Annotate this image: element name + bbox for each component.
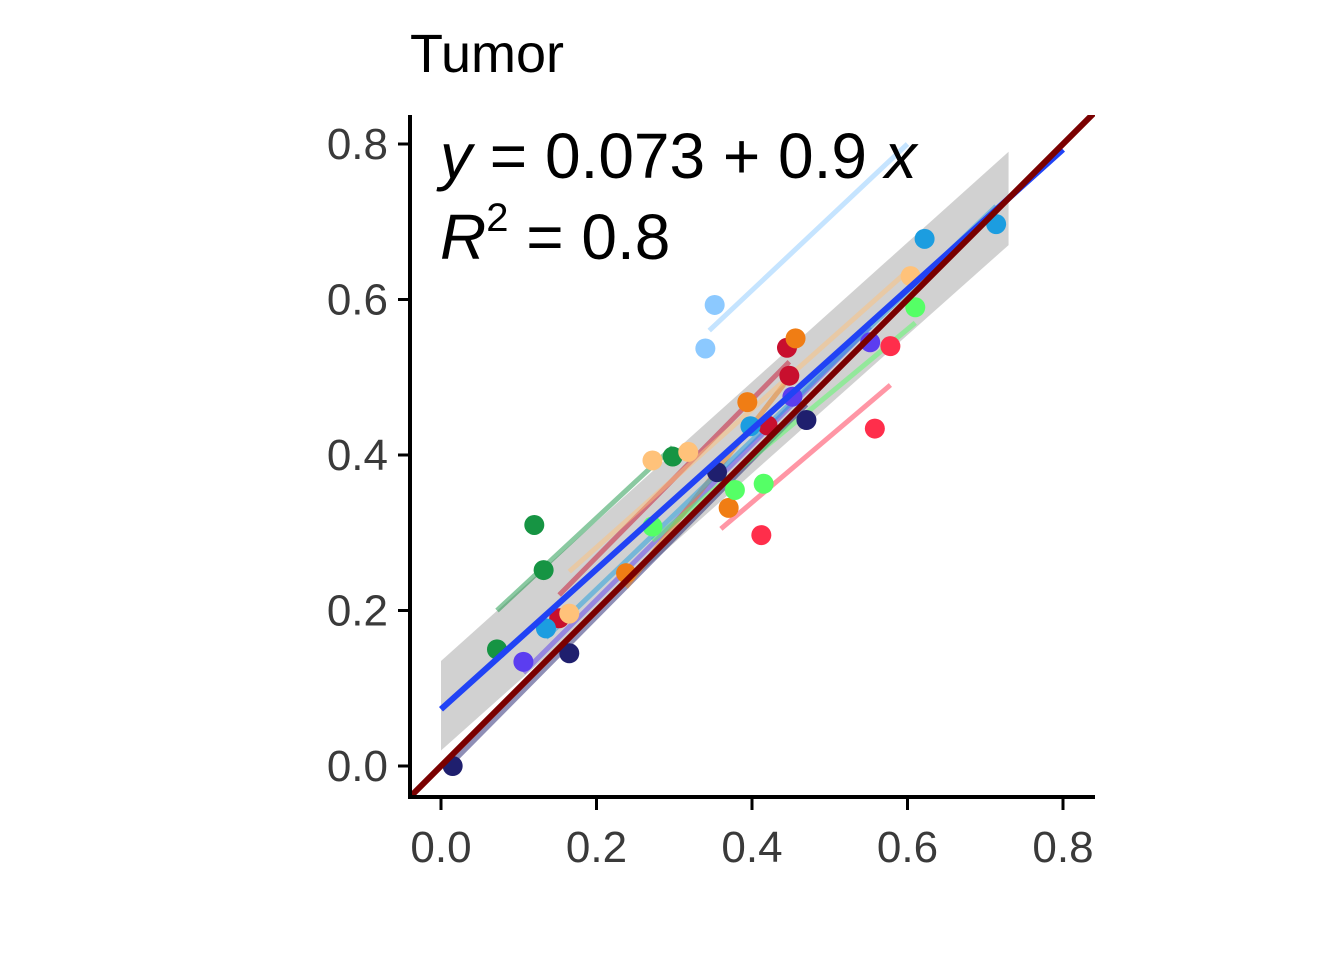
data-point (533, 560, 554, 581)
y-tick-label: 0.2 (327, 587, 388, 636)
eq-x-symbol: x (882, 120, 919, 192)
data-point (559, 603, 580, 624)
data-points-layer (442, 214, 1007, 776)
eq-y-symbol: y (436, 120, 476, 192)
x-tick-label: 0.2 (566, 823, 627, 872)
r-squared: R2 = 0.8 (440, 196, 670, 273)
x-tick-label: 0.0 (410, 823, 471, 872)
overall-fit-layer (410, 115, 1095, 798)
regression-equation: y = 0.073 + 0.9 x (436, 120, 919, 192)
group-fit-line (650, 320, 917, 543)
data-point (695, 338, 716, 359)
data-point (559, 643, 580, 664)
data-point (678, 441, 699, 462)
group-fit-line (495, 445, 675, 613)
x-ticks: 0.0 0.2 0.4 0.6 0.8 (410, 797, 1094, 872)
data-point (718, 497, 739, 518)
group-fit-line (719, 383, 893, 531)
data-point (737, 392, 758, 413)
data-point (864, 418, 885, 439)
data-point (905, 297, 926, 318)
axes: 0.0 0.2 0.4 0.6 0.8 0.0 0.2 0.4 0.6 0.8 (327, 115, 1095, 872)
data-point (642, 450, 663, 471)
y-tick-label: 0.0 (327, 742, 388, 791)
x-tick-label: 0.4 (721, 823, 782, 872)
data-point (535, 618, 556, 639)
data-point (513, 651, 534, 672)
identity-line (410, 115, 1095, 798)
x-tick-label: 0.8 (1032, 823, 1093, 872)
data-point (524, 514, 545, 535)
regression-annotation: y = 0.073 + 0.9 x R2 = 0.8 (436, 120, 919, 273)
eq-intercept: = 0.073 (472, 120, 705, 192)
r2-symbol: R (440, 201, 486, 273)
data-point (753, 473, 774, 494)
data-point (724, 479, 745, 500)
r2-value: = 0.8 (508, 201, 670, 273)
overall-fit-line (438, 147, 1066, 712)
chart-title: Tumor (410, 24, 564, 84)
data-point (662, 446, 683, 467)
data-point (914, 228, 935, 249)
data-point (779, 365, 800, 386)
data-point (860, 332, 881, 353)
plot-area (410, 115, 1095, 798)
data-point (796, 410, 817, 431)
data-point (704, 294, 725, 315)
y-tick-label: 0.6 (327, 276, 388, 325)
data-point (880, 336, 901, 357)
r2-superscript: 2 (486, 196, 508, 240)
data-point (785, 328, 806, 349)
data-point (751, 525, 772, 546)
group-fit-line (707, 142, 910, 333)
eq-slope: 0.9 (778, 120, 885, 192)
eq-plus: + (705, 120, 778, 192)
group-fit-line (567, 266, 913, 574)
y-ticks: 0.0 0.2 0.4 0.6 0.8 (327, 120, 410, 791)
x-tick-label: 0.6 (877, 823, 938, 872)
y-tick-label: 0.8 (327, 120, 388, 169)
y-tick-label: 0.4 (327, 431, 388, 480)
